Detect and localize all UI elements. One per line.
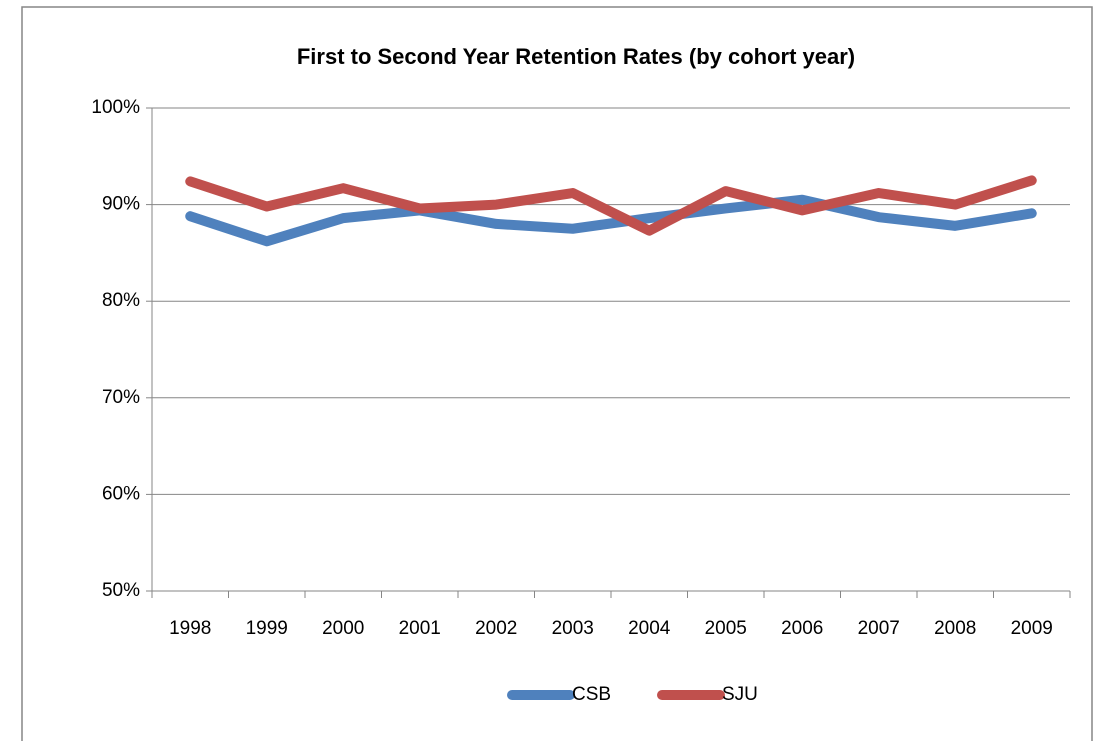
x-tick-label: 2009: [1011, 618, 1053, 639]
x-tick-label: 2002: [475, 618, 517, 639]
x-tick-label: 1999: [246, 618, 288, 639]
y-tick-label: 50%: [102, 580, 140, 601]
y-tick-label: 90%: [102, 194, 140, 215]
chart-frame: [21, 6, 1093, 741]
x-tick-label: 2006: [781, 618, 823, 639]
y-tick-label: 60%: [102, 483, 140, 504]
x-tick-label: 2003: [552, 618, 594, 639]
x-tick-label: 2007: [858, 618, 900, 639]
x-tick-label: 2005: [705, 618, 747, 639]
chart-title: First to Second Year Retention Rates (by…: [297, 44, 855, 69]
series-line: [185, 194, 1037, 247]
legend-label: SJU: [722, 684, 758, 705]
series-line: [185, 175, 1037, 236]
x-tick-label: 2004: [628, 618, 671, 639]
y-tick-label: 70%: [102, 387, 140, 408]
y-tick-label: 100%: [91, 97, 140, 118]
legend-label: CSB: [572, 684, 611, 705]
x-tick-label: 2001: [399, 618, 441, 639]
x-tick-label: 2000: [322, 618, 364, 639]
x-tick-label: 2008: [934, 618, 976, 639]
y-tick-label: 80%: [102, 290, 140, 311]
x-tick-label: 1998: [169, 618, 211, 639]
